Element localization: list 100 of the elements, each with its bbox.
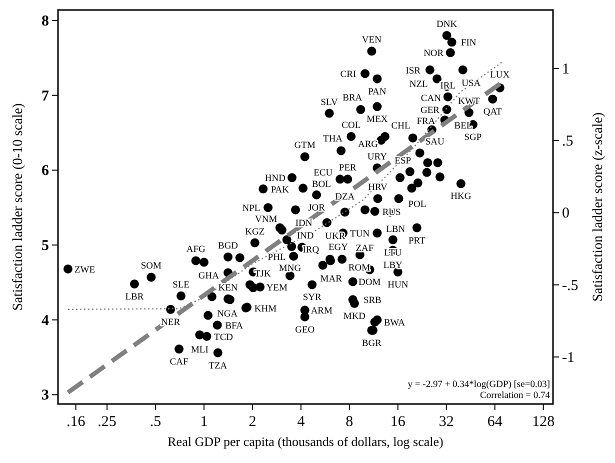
annotation: LUX [490,70,510,80]
annotation: VEN [362,36,382,46]
annotation: JOR [308,203,326,214]
annotation: DOM [358,278,382,288]
y2-tick-label: .5 [562,134,574,150]
annotation: HND [264,174,286,184]
y2-tick-label: 0 [562,206,570,222]
annotation: COL [342,120,361,131]
annotation: y = -2.97 + 0.34*log(GDP) [se=0.03] [408,380,550,390]
annotation: HRV [368,183,388,194]
annotation: KEN [218,283,238,294]
annotation: ESP [394,156,412,166]
annotation: TCD [214,332,234,343]
annotation: DZA [335,192,355,203]
annotation: TZA [208,361,228,372]
annotation: LBR [125,292,144,302]
annotation: CHL [391,122,411,132]
annotation: VNM [255,215,278,226]
annotation: TUN [350,230,370,240]
y2-tick-label: -1 [562,350,574,366]
annotation: PAK [270,185,290,196]
annotation: NPL [242,204,260,214]
x-tick-label: .5 [150,414,162,430]
annotation: ECU [314,168,333,179]
annotation: EGY [328,243,348,254]
x-tick-label: 4 [297,414,306,430]
annotation: SLV [320,98,338,108]
annotation: CAN [420,94,442,104]
annotation: BRA [342,93,362,104]
y-tick-label: 8 [42,13,49,30]
annotation: IDN [295,219,312,230]
annotation: SGP [464,133,482,144]
y-tick-label: 4 [42,312,50,329]
annotation: PER [338,164,358,174]
annotation: BGR [362,338,382,349]
annotation: ISR [406,66,422,76]
y-tick-label: 3 [42,388,49,404]
annotation: ARM [310,306,334,317]
annotation: MKD [343,312,366,322]
annotation: PHL [268,252,286,263]
annotation: USA [462,79,481,90]
annotation: FIN [460,38,476,49]
annotation: TJK [254,270,271,280]
annotation: HUN [388,280,408,290]
annotation: SYR [302,293,322,304]
annotation: MEX [366,115,388,126]
annotation: NER [161,318,181,328]
y2-tick-label: -.5 [562,278,578,294]
annotation: SAU [425,137,444,148]
annotation: PAN [368,87,386,98]
annotation: ZAF [356,244,374,254]
y2-tick-label: 1 [562,61,570,78]
x-tick-label: 32 [438,414,454,430]
annotation: GHA [198,272,220,282]
x-tick-label: .16 [66,414,86,430]
annotation: NOR [424,49,444,60]
annotation: BOL [312,180,332,190]
annotation: SRB [363,296,382,306]
annotation: PRT [408,236,426,246]
annotation: BGD [218,242,238,252]
x-tick-label: 1 [200,414,208,430]
annotation: AFG [186,245,206,256]
annotation: KWT [458,97,480,108]
annotation: IND [296,231,314,242]
annotation: SOM [140,262,162,272]
x-tick-label: 128 [532,414,555,430]
annotation: GEO [295,325,315,336]
annotation: GTM [294,141,316,152]
annotation: MLI [190,345,208,356]
annotation: QAT [483,108,502,118]
annotation: NZL [409,80,428,90]
annotation: SLE [172,280,190,290]
annotation: Correlation = 0.74 [480,391,550,401]
annotation: URY [367,152,388,162]
annotation: FRA [416,117,436,128]
annotation: BFA [225,322,244,332]
x-tick-label: 2 [248,414,256,430]
annotation: LBY [383,260,403,271]
annotation: BWA [384,318,406,329]
annotation: LBN [386,224,406,235]
x-axis-title: Real GDP per capita (thousands of dollars, log scale) [168,434,444,449]
annotation: NGA [217,309,238,320]
x-tick-label: 64 [487,414,503,430]
y-axis-title: Satisfaction ladder score (0-10 scale) [11,102,26,311]
annotation: DNK [436,20,458,30]
annotation: POL [408,200,426,210]
y-tick-label: 5 [42,238,49,254]
annotation: GER [420,106,440,116]
annotation: YEM [266,283,288,294]
annotation: CAF [170,358,188,368]
annotation: HKG [450,192,472,202]
x-tick-label: 16 [390,414,406,430]
annotation: MNG [278,264,302,274]
y-tick-label: 7 [42,88,50,104]
y-tick-label: 6 [42,163,50,180]
annotation: ARG [358,140,378,150]
x-tick-label: .25 [98,414,116,430]
annotation: KHM [254,304,278,314]
annotation: THA [323,134,343,145]
y2-axis-title: Satisfaction ladder score (z-scale) [591,112,606,302]
